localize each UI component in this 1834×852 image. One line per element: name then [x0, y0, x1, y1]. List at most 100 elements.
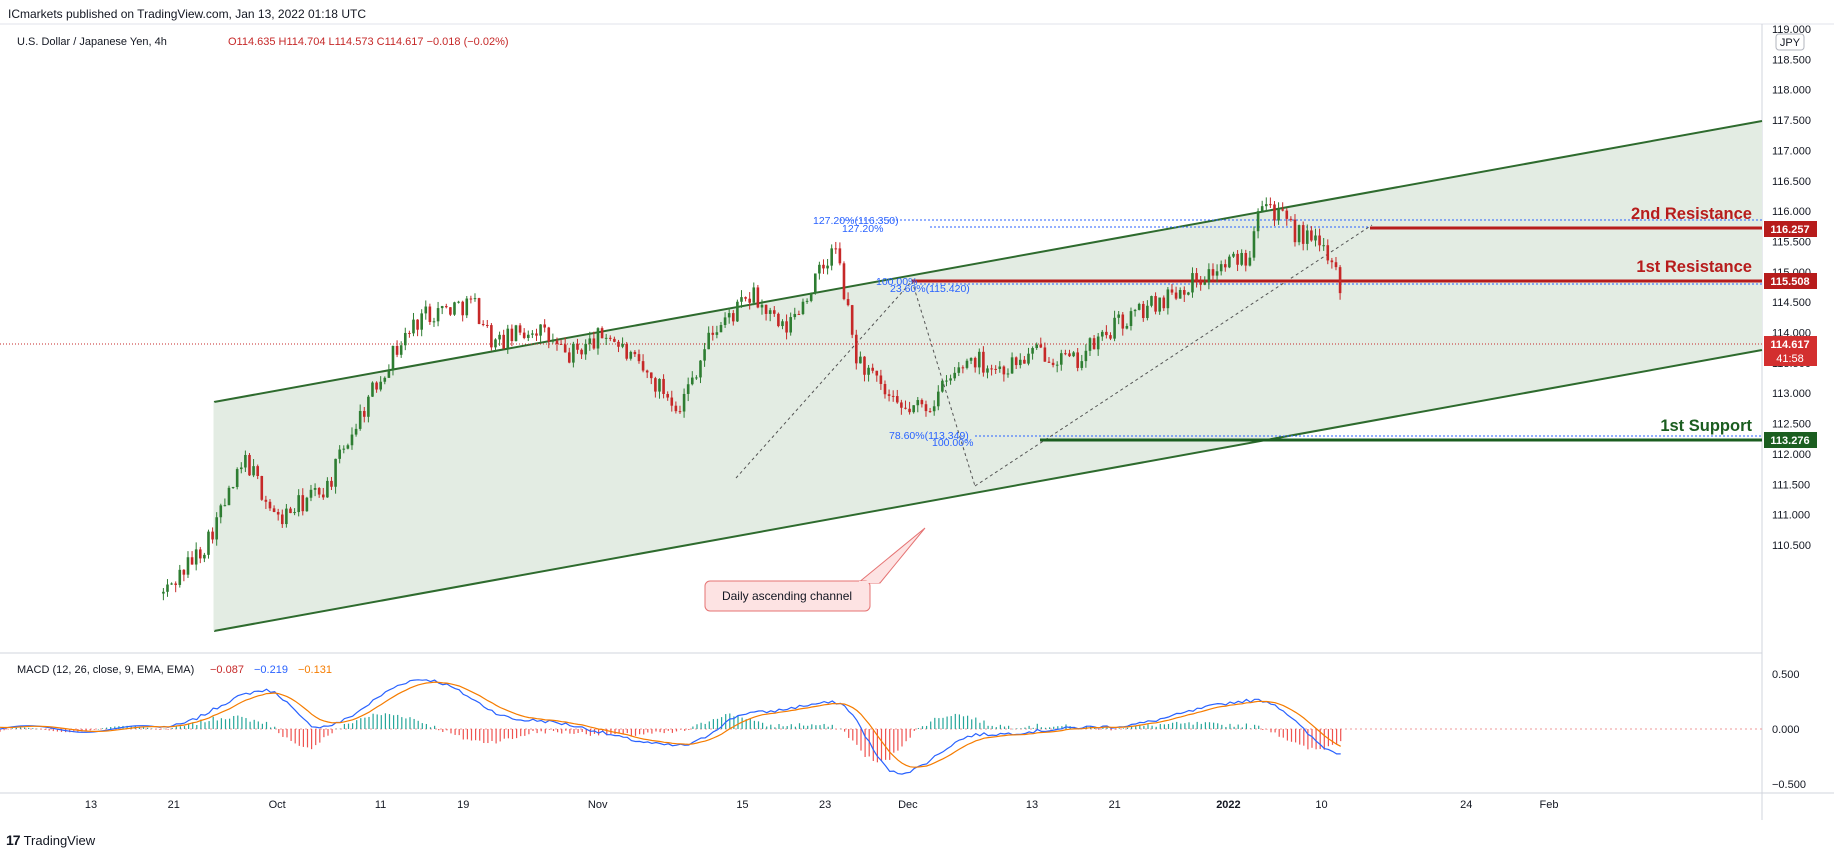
macd-histogram-bar [1008, 725, 1010, 729]
macd-histogram-bar [306, 729, 309, 748]
macd-histogram-bar [807, 725, 809, 729]
macd-histogram-bar [28, 727, 30, 729]
macd-histogram-bar [1286, 729, 1288, 741]
macd-histogram-bar [462, 729, 464, 740]
time-tick-label: 15 [736, 799, 748, 811]
macd-histogram-bar [741, 717, 743, 729]
candle-body [305, 497, 309, 512]
candle-body [649, 372, 653, 379]
time-tick-label: Feb [1539, 799, 1558, 811]
currency-box[interactable] [1775, 33, 1805, 51]
macd-histogram-bar [327, 729, 329, 736]
macd-histogram-bar [991, 725, 993, 729]
candle-body [580, 349, 583, 355]
candle-body [682, 393, 686, 412]
candle-body [1334, 262, 1338, 268]
candle-body [740, 297, 743, 302]
price-tick-label: 112.500 [1772, 419, 1811, 431]
candle-body [309, 489, 313, 498]
time-tick-label: 24 [1460, 799, 1472, 811]
candle-body [576, 343, 579, 350]
candle-body [182, 569, 186, 575]
candle-body [379, 381, 382, 390]
macd-histogram-bar [1159, 723, 1161, 729]
ohlc-legend: O114.635 H114.704 L114.573 C114.617 −0.0… [228, 36, 509, 48]
candle-body [280, 514, 284, 525]
macd-histogram-bar [876, 729, 878, 763]
channel-annotation[interactable]: Daily ascending channel [704, 527, 926, 612]
candle-body [998, 366, 1002, 369]
macd-histogram-bar [971, 719, 973, 729]
candle-body [1117, 314, 1120, 318]
candle-body [633, 351, 637, 355]
signal-line[interactable] [0, 681, 1341, 768]
macd-histogram-bar [450, 729, 452, 734]
fib-label-127: 127.20% [842, 223, 883, 235]
candle-body [1269, 204, 1272, 206]
candle-body [330, 480, 333, 487]
macd-histogram-bar [766, 726, 768, 729]
price-axis[interactable]: 119.000 118.500 118.000 117.500 117.000 116.5… [1772, 24, 1811, 552]
macd-histogram-bar [528, 729, 530, 735]
candle-body [990, 368, 993, 370]
candle-body [1260, 206, 1264, 212]
candle-body [719, 325, 723, 333]
candle-body [494, 339, 497, 348]
time-tick-label: 13 [1026, 799, 1038, 811]
candle-body [506, 328, 510, 349]
candle-body [362, 410, 366, 417]
candle-body [637, 354, 641, 362]
candle-body [543, 324, 546, 328]
candle-body [498, 334, 501, 340]
resistance-2-label: 2nd Resistance [1631, 205, 1752, 223]
macd-histogram-bar [659, 729, 661, 733]
macd-histogram-bar [196, 724, 198, 729]
candle-body [994, 368, 997, 370]
macd-histogram-bar [204, 722, 206, 729]
macd-histogram [0, 713, 1342, 763]
macd-histogram-bar [335, 728, 337, 730]
macd-histogram-bar [651, 729, 653, 734]
macd-tick-label: −0.500 [1772, 779, 1806, 791]
candle-body [1129, 311, 1133, 326]
macd-histogram-bar [3, 729, 5, 731]
candle-body [297, 495, 300, 513]
candlestick-series[interactable] [162, 197, 1342, 601]
channel-upper-line[interactable] [213, 120, 1763, 403]
macd-histogram-bar [1122, 728, 1124, 729]
macd-histogram-bar [237, 715, 239, 729]
macd-histogram-bar [995, 727, 997, 729]
macd-histogram-bar [975, 717, 977, 729]
candle-body [244, 454, 247, 468]
macd-histogram-bar [1020, 728, 1022, 729]
macd-histogram-bar [507, 729, 509, 739]
time-axis[interactable]: 13 21 Oct 11 19 Nov 15 23 Dec 13 21 2022 10 24 Feb [85, 799, 1559, 811]
candle-body [477, 298, 481, 324]
candle-body [654, 378, 657, 392]
macd-histogram-bar [298, 729, 300, 746]
macd-histogram-bar [893, 729, 895, 753]
candle-body [1228, 256, 1231, 268]
fib-label-100-a: 100.00% [876, 276, 917, 288]
macd-histogram-bar [302, 729, 304, 747]
macd-histogram-bar [639, 729, 641, 735]
candle-body [662, 378, 665, 394]
macd-histogram-bar [1131, 725, 1133, 729]
candle-body [1273, 204, 1276, 221]
channel-lower-line[interactable] [213, 349, 1763, 632]
tradingview-logo[interactable]: 17 TradingView [6, 832, 95, 848]
candle-body [1154, 296, 1157, 312]
candle-body [1047, 361, 1051, 363]
macd-histogram-bar [253, 719, 255, 729]
macd-histogram-bar [1225, 726, 1227, 729]
macd-legend-name: MACD (12, 26, close, 9, EMA, EMA) [17, 664, 194, 676]
candle-body [490, 325, 493, 348]
macd-histogram-bar [872, 729, 874, 761]
macd-histogram-bar [1266, 729, 1268, 730]
candle-body [588, 338, 592, 344]
macd-histogram-bar [885, 729, 887, 760]
macd-histogram-bar [1094, 728, 1096, 729]
macd-axis[interactable]: 0.500 0.000 −0.500 [1772, 669, 1806, 791]
candle-body [703, 349, 706, 361]
